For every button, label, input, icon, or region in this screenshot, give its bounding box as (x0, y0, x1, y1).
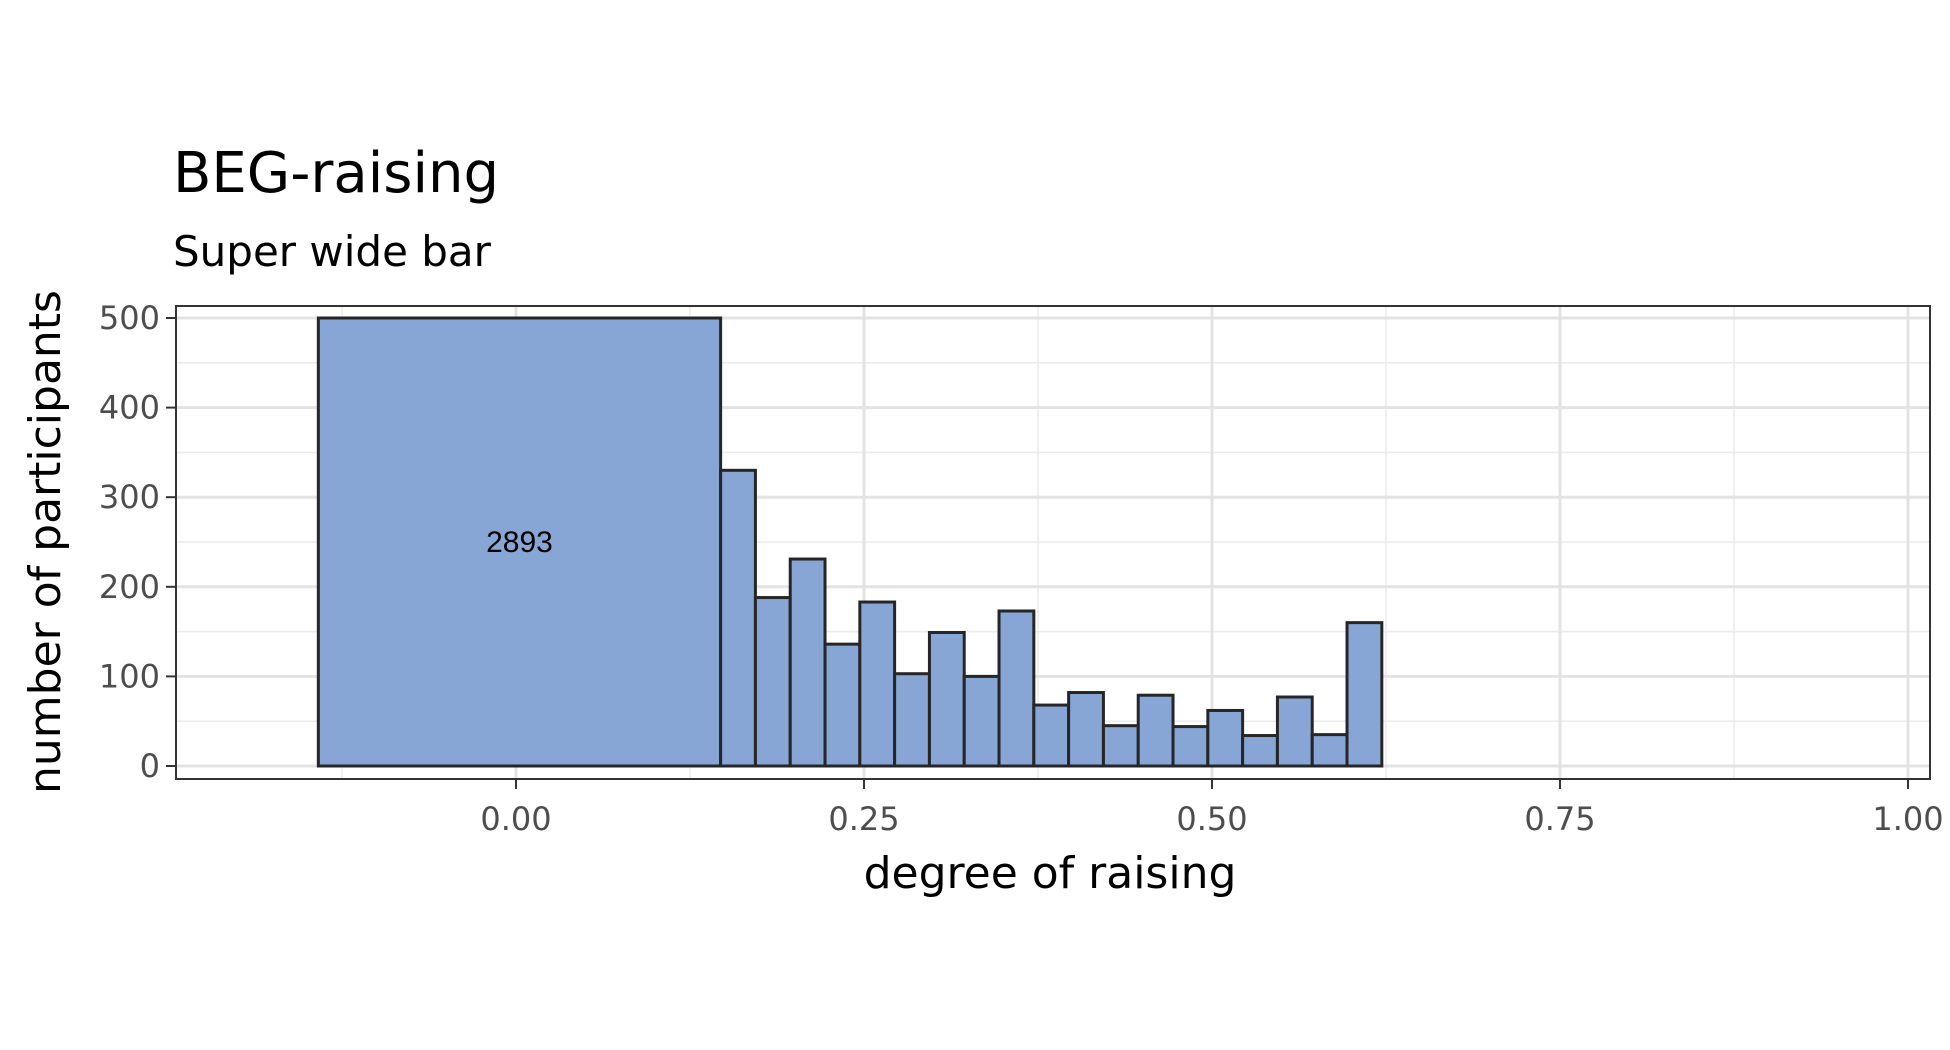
histogram-bar (927, 630, 966, 768)
bar-labels: 2893 (486, 526, 553, 559)
y-tick-label: 200 (99, 568, 160, 606)
y-tick-label: 100 (99, 657, 160, 695)
bars (316, 316, 1384, 768)
histogram-bar (1206, 708, 1245, 768)
histogram-bar (1171, 725, 1210, 768)
histogram-bar (316, 316, 723, 768)
y-axis: 0 100 200 300 400 500 (99, 299, 176, 785)
y-tick-label: 500 (99, 299, 160, 337)
histogram-bar (858, 600, 897, 768)
histogram-bar (753, 596, 792, 768)
histogram-bar (823, 642, 862, 768)
histogram-bar (1032, 703, 1071, 768)
histogram-bar (893, 672, 931, 768)
y-axis-title: number of participants (20, 290, 71, 794)
histogram-bar (788, 557, 827, 768)
x-tick-label: 0.00 (480, 800, 551, 838)
y-tick-label: 400 (99, 389, 160, 427)
histogram-bar (1136, 693, 1175, 768)
plot-panel-border (175, 305, 1931, 780)
y-tick-label: 300 (99, 478, 160, 516)
histogram-bar (1101, 724, 1140, 768)
histogram-bar (1067, 691, 1105, 768)
x-axis: 0.00 0.25 0.50 0.75 1.00 (480, 779, 1944, 838)
histogram-bar (1345, 621, 1384, 768)
y-tick-label: 0 (140, 747, 160, 785)
histogram-bar (1275, 695, 1314, 768)
chart-title: BEG-raising (173, 141, 499, 206)
chart-subtitle: Super wide bar (173, 227, 492, 276)
x-tick-label: 1.00 (1872, 800, 1943, 838)
bar-count-label: 2893 (486, 526, 553, 559)
histogram-bar (962, 674, 1001, 768)
histogram-bar (1310, 733, 1349, 768)
x-tick-label: 0.50 (1176, 800, 1247, 838)
x-tick-label: 0.75 (1524, 800, 1595, 838)
x-axis-title: degree of raising (864, 848, 1237, 899)
histogram-bar (1241, 734, 1279, 768)
histogram-bar (997, 609, 1036, 768)
x-tick-label: 0.25 (828, 800, 899, 838)
histogram-bar (719, 468, 757, 768)
